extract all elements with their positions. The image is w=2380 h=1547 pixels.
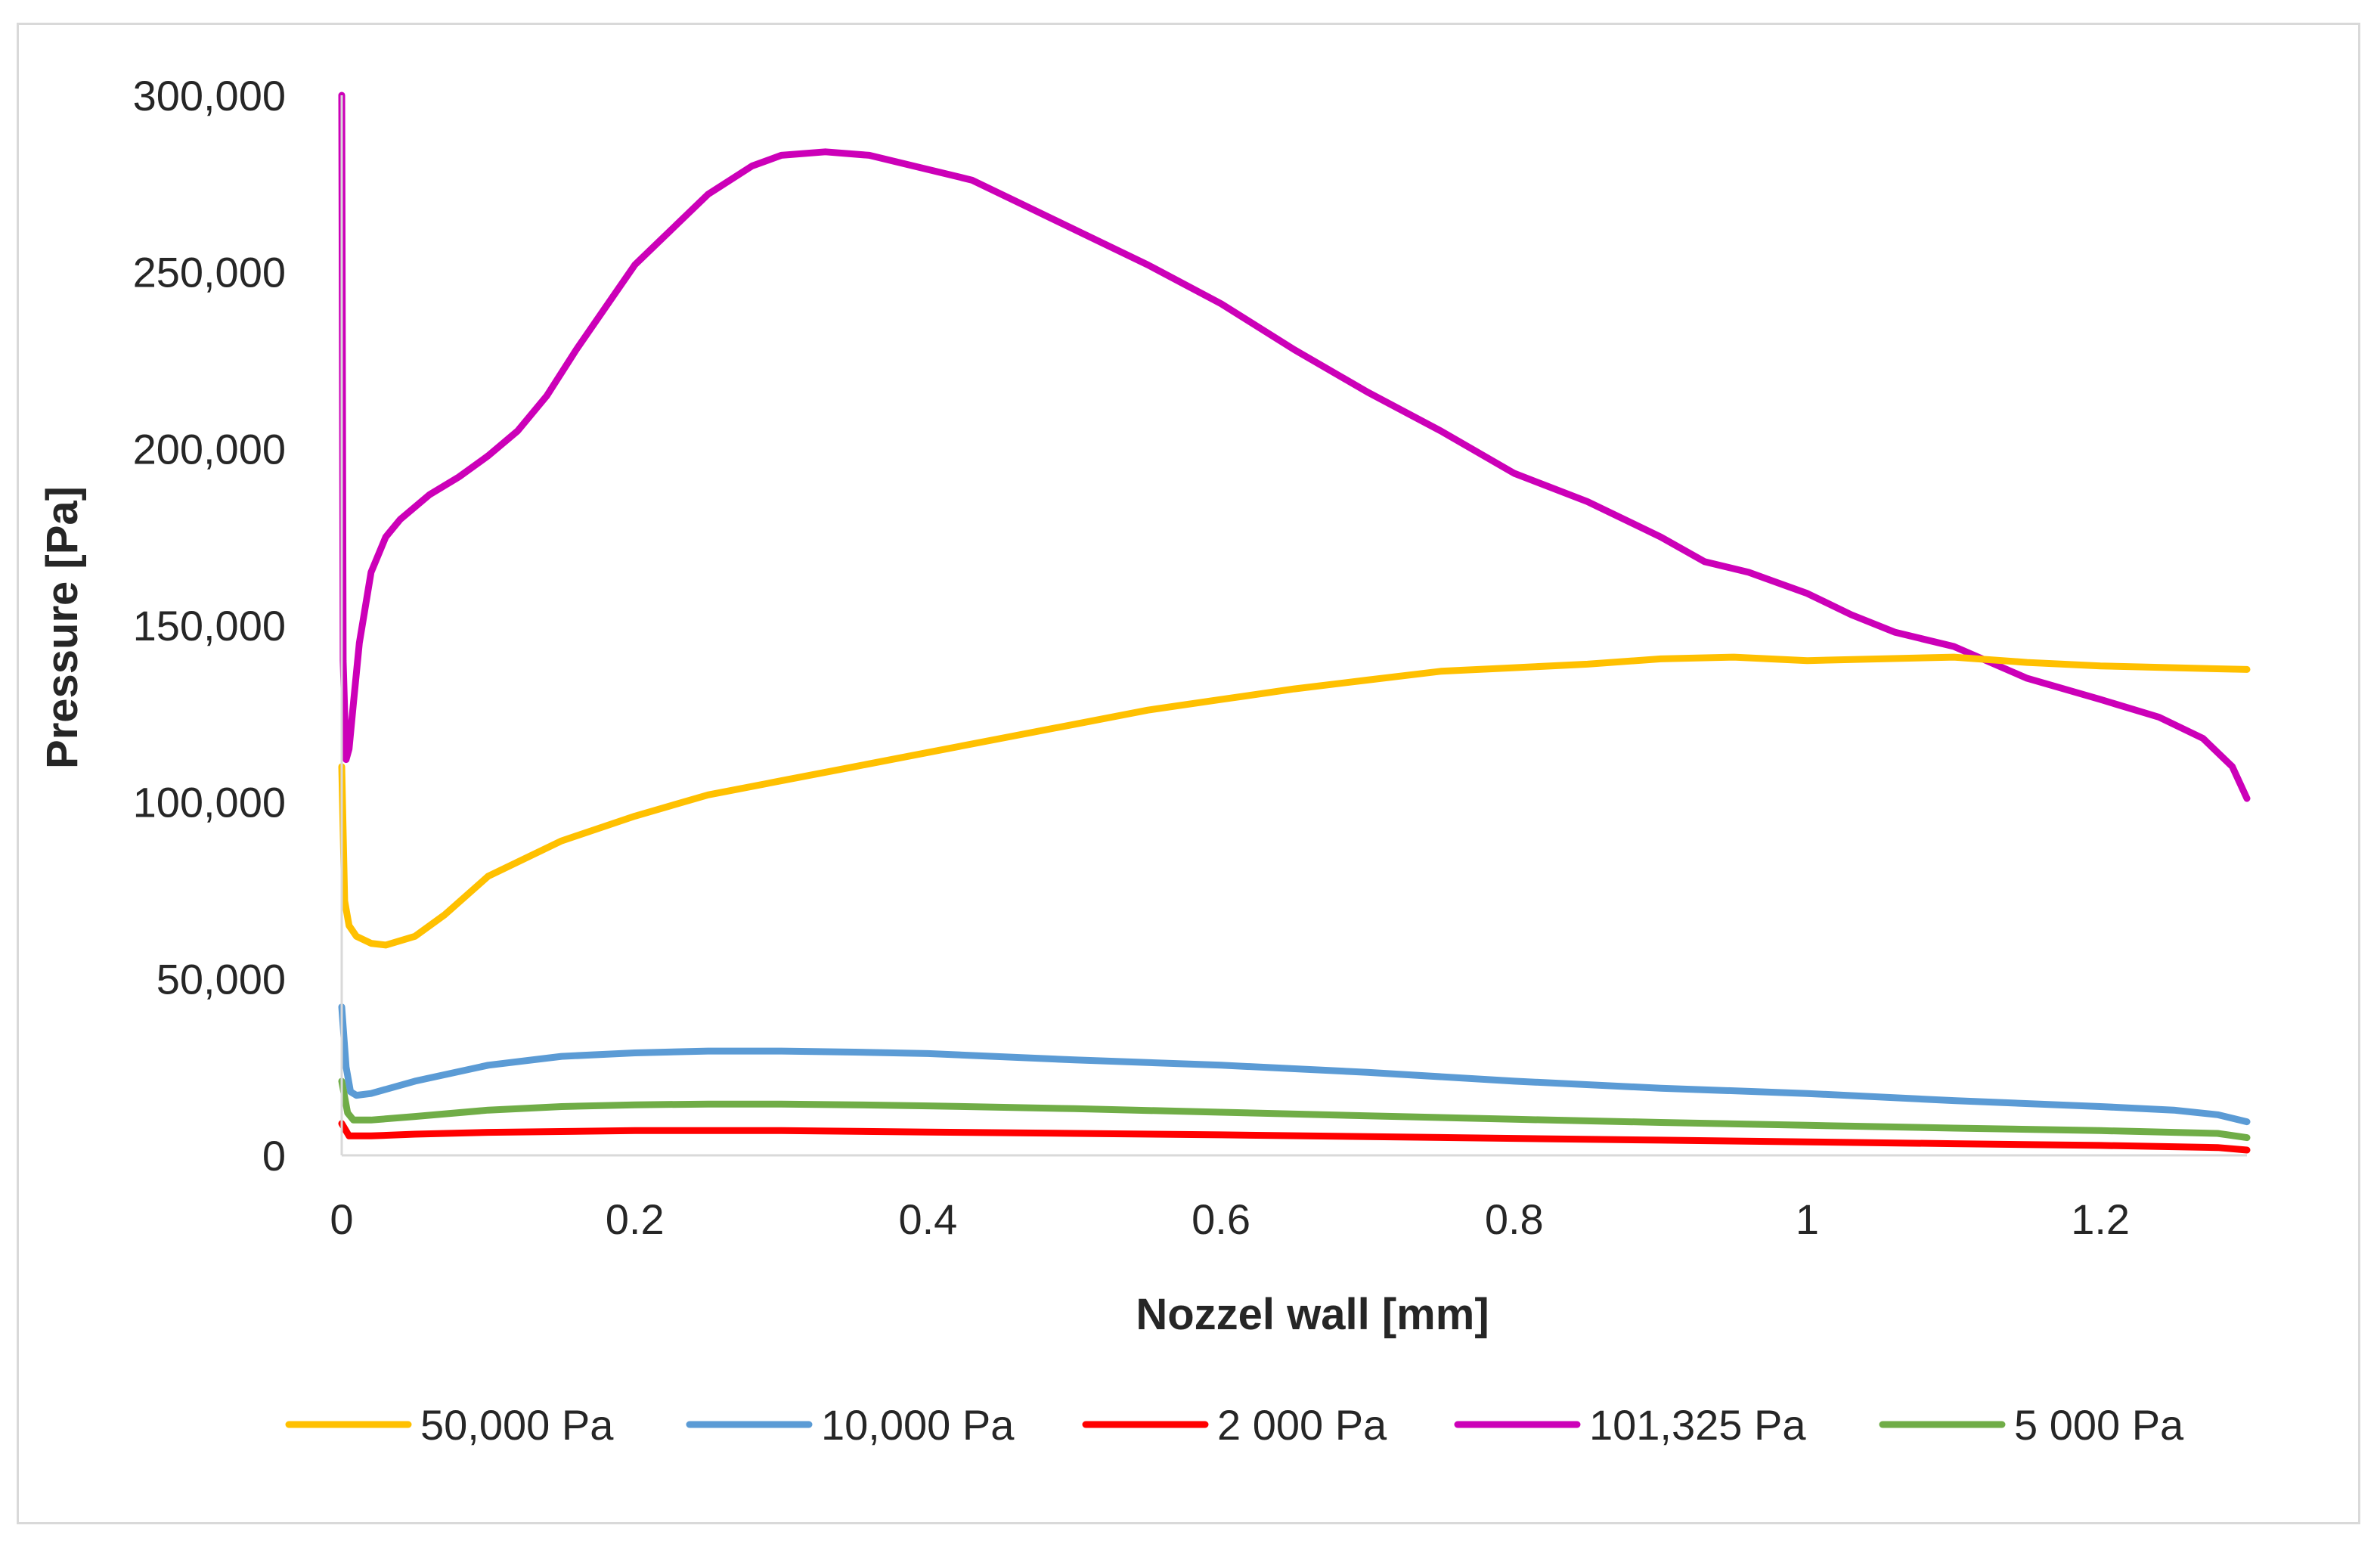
y-tick-label: 150,000 (133, 602, 286, 649)
series-line-3 (338, 91, 2251, 802)
x-axis-ticks: 0 0.2 0.4 0.6 0.8 1 1.2 (330, 1195, 2130, 1243)
x-tick-label: 0.8 (1485, 1195, 1544, 1243)
legend-label: 10,000 Pa (821, 1401, 1015, 1449)
y-axis-ticks: 0 50,000 100,000 150,000 200,000 250,000 300,0… (133, 72, 286, 1180)
legend-label: 50,000 Pa (420, 1401, 614, 1449)
y-tick-label: 200,000 (133, 425, 286, 473)
series-line-0 (338, 653, 2251, 949)
x-tick-label: 1.2 (2071, 1195, 2130, 1243)
legend-label: 2 000 Pa (1217, 1401, 1387, 1449)
x-tick-label: 0.6 (1192, 1195, 1250, 1243)
chart-frame (17, 23, 2360, 1524)
series-line-4 (338, 1077, 2251, 1142)
y-axis-title: Pressure [Pa] (38, 486, 87, 769)
legend: 50,000 Pa 10,000 Pa 2 000 Pa 101,325 Pa 5 00… (285, 1401, 2184, 1449)
x-tick-label: 0.4 (898, 1195, 957, 1243)
y-tick-label: 100,000 (133, 779, 286, 826)
x-tick-label: 0 (330, 1195, 353, 1243)
x-tick-label: 1 (1796, 1195, 1819, 1243)
series-line-2 (338, 1120, 2251, 1154)
y-tick-label: 300,000 (133, 72, 286, 119)
y-tick-label: 0 (262, 1132, 286, 1180)
x-axis-title: Nozzel wall [mm] (1136, 1290, 1489, 1339)
series-line-1 (338, 1003, 2251, 1126)
x-tick-label: 0.2 (606, 1195, 665, 1243)
legend-label: 5 000 Pa (2014, 1401, 2184, 1449)
y-tick-label: 50,000 (156, 955, 286, 1003)
y-tick-label: 250,000 (133, 249, 286, 296)
legend-label: 101,325 Pa (1589, 1401, 1806, 1449)
plot-series-group (338, 91, 2251, 1154)
